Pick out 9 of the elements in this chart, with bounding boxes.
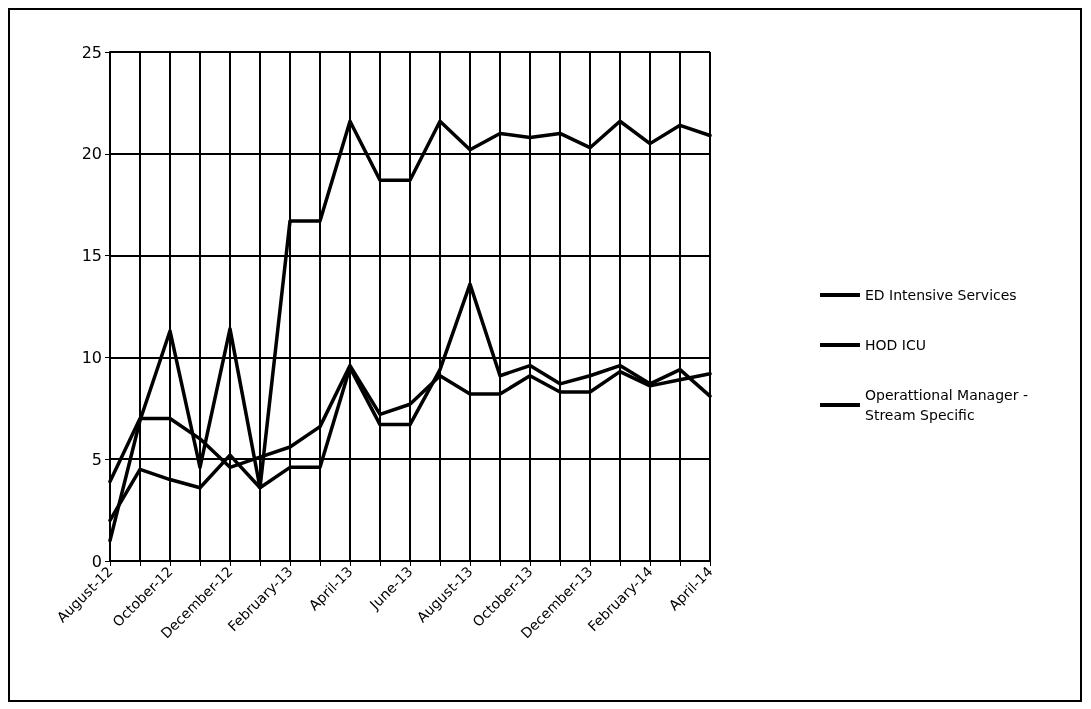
y-tick-label: 25 <box>81 42 102 62</box>
y-tick-label: 10 <box>81 347 102 367</box>
y-tick-label: 0 <box>91 551 102 571</box>
legend-label: ED Intensive Services <box>865 287 1017 303</box>
y-tick-label: 5 <box>91 449 102 469</box>
y-tick-label: 20 <box>81 144 102 164</box>
y-tick-label: 15 <box>81 246 102 266</box>
legend-label: Operattional Manager - Stream Specific <box>865 387 1033 423</box>
legend-label: HOD ICU <box>865 337 926 353</box>
